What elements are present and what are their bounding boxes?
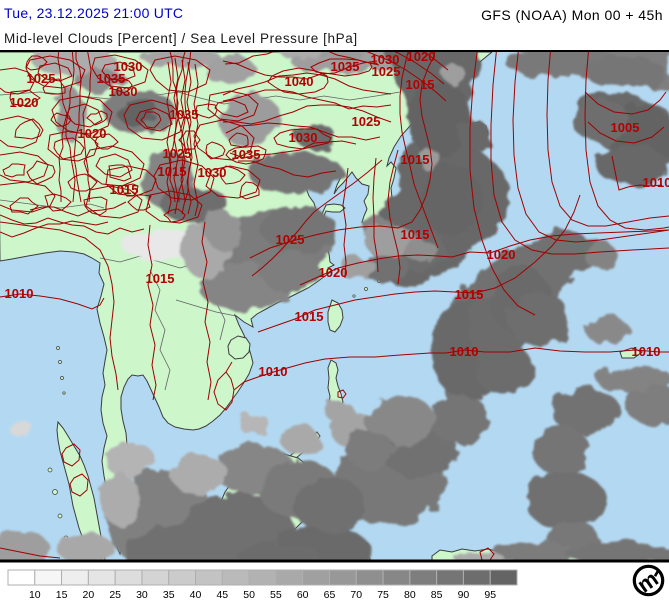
svg-text:45: 45 [216,589,228,600]
svg-text:1015: 1015 [455,287,484,302]
svg-text:1010: 1010 [632,344,661,359]
svg-text:1025: 1025 [163,146,192,161]
svg-text:55: 55 [270,589,282,600]
svg-text:1015: 1015 [406,77,435,92]
svg-text:1020: 1020 [487,247,516,262]
svg-text:80: 80 [404,589,416,600]
svg-text:1030: 1030 [371,52,400,67]
svg-text:1025: 1025 [27,71,56,86]
svg-text:1030: 1030 [114,59,143,74]
svg-text:10: 10 [29,589,41,600]
svg-text:35: 35 [163,589,175,600]
svg-text:1010: 1010 [259,364,288,379]
svg-text:1040: 1040 [285,74,314,89]
svg-text:1030: 1030 [289,130,318,145]
svg-text:25: 25 [109,589,121,600]
svg-text:15: 15 [56,589,68,600]
svg-text:1020: 1020 [10,95,39,110]
svg-text:30: 30 [136,589,148,600]
svg-text:1015: 1015 [401,152,430,167]
svg-text:1010: 1010 [450,344,479,359]
svg-text:GFS (NOAA) Mon 00 + 45h: GFS (NOAA) Mon 00 + 45h [481,7,663,23]
svg-text:Mid-level Clouds [Percent] / S: Mid-level Clouds [Percent] / Sea Level P… [4,31,358,46]
svg-text:1020: 1020 [78,126,107,141]
svg-text:1035: 1035 [331,59,360,74]
svg-text:50: 50 [243,589,255,600]
svg-text:1015: 1015 [110,182,139,197]
svg-text:1035: 1035 [97,71,126,86]
svg-text:65: 65 [324,589,336,600]
svg-text:1025: 1025 [372,64,401,79]
svg-text:1020: 1020 [319,265,348,280]
svg-text:40: 40 [190,589,202,600]
svg-text:70: 70 [350,589,362,600]
svg-text:90: 90 [458,589,470,600]
svg-text:1015: 1015 [146,271,175,286]
svg-text:1010: 1010 [643,175,669,190]
svg-text:60: 60 [297,589,309,600]
svg-text:1035: 1035 [232,147,261,162]
svg-text:1035: 1035 [170,107,199,122]
svg-text:1010: 1010 [5,286,34,301]
svg-text:1005: 1005 [611,120,640,135]
svg-text:1015: 1015 [295,309,324,324]
svg-text:75: 75 [377,589,389,600]
svg-text:1020: 1020 [407,49,436,64]
svg-text:1015: 1015 [158,164,187,179]
svg-text:1025: 1025 [276,232,305,247]
svg-text:1030: 1030 [198,165,227,180]
svg-text:1025: 1025 [352,114,381,129]
svg-text:85: 85 [431,589,443,600]
svg-text:1030: 1030 [109,84,138,99]
svg-text:1015: 1015 [401,227,430,242]
svg-text:Tue, 23.12.2025 21:00 UTC: Tue, 23.12.2025 21:00 UTC [4,5,183,21]
svg-text:20: 20 [83,589,95,600]
svg-text:95: 95 [484,589,496,600]
